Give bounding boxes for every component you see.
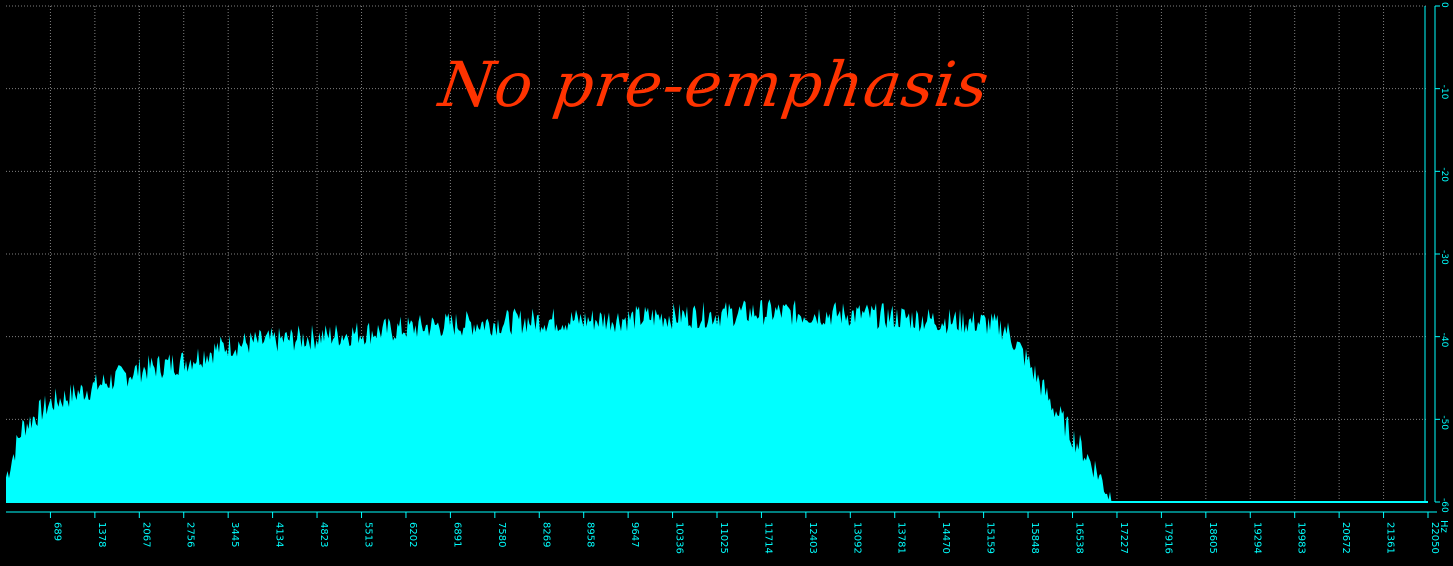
x-tick-label: 4134 xyxy=(274,522,285,547)
x-tick-label: 20672 xyxy=(1340,522,1351,554)
x-tick-label: 11714 xyxy=(762,522,773,554)
x-axis-unit-label: Hz xyxy=(1438,520,1449,533)
x-tick-label: 1378 xyxy=(96,522,107,547)
x-tick-label: 7580 xyxy=(496,522,507,547)
x-tick-label: 16538 xyxy=(1074,522,1085,554)
chart-title: No pre-emphasis xyxy=(434,48,994,121)
x-tick-label: 21361 xyxy=(1385,522,1396,554)
y-tick-label: -60 xyxy=(1439,498,1449,513)
x-tick-label: 12403 xyxy=(807,522,818,554)
x-tick-label: 4823 xyxy=(318,522,329,547)
x-tick-label: 11025 xyxy=(718,522,729,554)
x-tick-label: 689 xyxy=(51,522,62,541)
x-tick-label: 6202 xyxy=(407,522,418,547)
x-tick-label: 17916 xyxy=(1162,522,1173,554)
x-tick-label: 19983 xyxy=(1296,522,1307,554)
x-tick-label: 13781 xyxy=(896,522,907,554)
spectrum-area xyxy=(6,299,1117,502)
x-tick-label: 14470 xyxy=(940,522,951,554)
x-tick-label: 10336 xyxy=(674,522,685,554)
x-tick-label: 19294 xyxy=(1251,522,1262,554)
spectrum-series xyxy=(6,299,1117,502)
x-tick-label: 15159 xyxy=(985,522,996,554)
y-tick-label: -50 xyxy=(1439,415,1449,430)
x-tick-label: 6891 xyxy=(451,522,462,547)
y-tick-label: -30 xyxy=(1439,250,1449,265)
axes: 689 1378 2067 2756 3445 4134 4823 5513 6202 6891 7… xyxy=(6,2,1449,554)
x-tick-label: 3445 xyxy=(229,522,240,547)
y-tick-label: -40 xyxy=(1439,333,1449,348)
x-tick-label: 15848 xyxy=(1029,522,1040,554)
x-tick-label: 2756 xyxy=(185,522,196,547)
x-tick-label: 5513 xyxy=(363,522,374,547)
x-tick-label: 18605 xyxy=(1207,522,1218,554)
x-tick-label: 17227 xyxy=(1118,522,1129,554)
x-tick-label: 8958 xyxy=(585,522,596,547)
x-tick-label: 13092 xyxy=(851,522,862,554)
x-tick-label: 9647 xyxy=(629,522,640,547)
x-tick-label: 8269 xyxy=(540,522,551,547)
y-tick-label: 0 xyxy=(1439,2,1449,8)
x-tick-label: 22050 xyxy=(1429,522,1440,554)
y-tick-label: -20 xyxy=(1439,167,1449,182)
y-tick-label: -10 xyxy=(1439,85,1449,100)
x-tick-label: 2067 xyxy=(140,522,151,547)
